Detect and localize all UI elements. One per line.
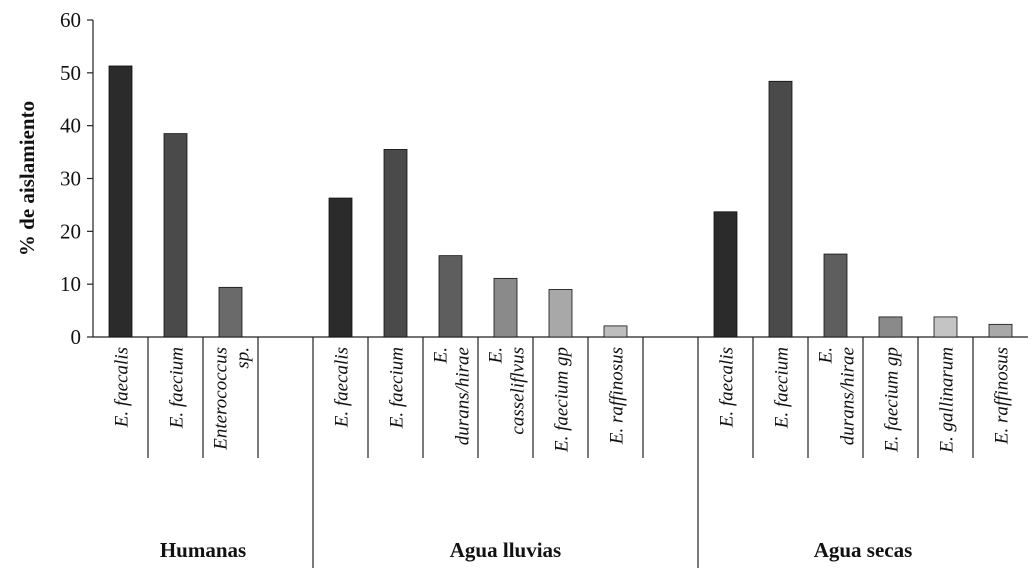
category-label: Enterococcussp. [211, 347, 254, 451]
category-label-line: E. faecium [167, 347, 188, 429]
category-label-line: E. [816, 347, 837, 364]
y-tick-label: 20 [60, 219, 81, 243]
category-label-line: durans/hirae [838, 347, 859, 445]
bar [768, 80, 793, 338]
bar [548, 289, 573, 338]
category-label: E. faecium gp [882, 347, 903, 453]
y-tick-label: 10 [60, 272, 81, 296]
bar [108, 65, 133, 338]
category-label: E.durans/hirae [816, 347, 859, 445]
category-label: E. faecium [387, 347, 408, 429]
category-label-line: casseliflvus [508, 347, 529, 435]
category-label-line: E. raffinosus [607, 347, 628, 445]
category-label-line: E. faecium [772, 347, 793, 429]
category-label: E. faecalis [332, 347, 353, 428]
y-tick-label: 40 [60, 114, 81, 138]
category-label-line: sp. [233, 347, 254, 369]
category-label: E. faecalis [717, 347, 738, 428]
y-tick-label: 50 [60, 61, 81, 85]
bar [603, 325, 628, 338]
category-label: E. raffinosus [607, 347, 628, 445]
bar [438, 255, 463, 338]
bar [493, 277, 518, 338]
category-label: E. faecium [167, 347, 188, 429]
category-label-line: E. raffinosus [992, 347, 1013, 445]
bars [108, 65, 1013, 338]
category-label-line: E. gallinarum [937, 347, 958, 454]
y-tick-label: 0 [71, 325, 82, 349]
y-tick-label: 30 [60, 167, 81, 191]
category-label-line: E. faecium gp [882, 347, 903, 453]
bar [823, 253, 848, 338]
category-label-line: E. [431, 347, 452, 364]
bar [163, 133, 188, 338]
category-label-line: E. faecalis [112, 347, 133, 428]
category-label: E. gallinarum [937, 347, 958, 454]
bar [328, 197, 353, 338]
category-label: E. faecium gp [552, 347, 573, 453]
group-label: Agua secas [814, 538, 913, 562]
bar [383, 149, 408, 338]
y-tick-label: 60 [60, 8, 81, 32]
category-label: E. faecalis [112, 347, 133, 428]
category-label-line: Enterococcus [211, 347, 232, 451]
category-label: E.casseliflvus [486, 347, 529, 435]
category-label: E. raffinosus [992, 347, 1013, 445]
bar [713, 211, 738, 338]
category-label-line: E. faecalis [332, 347, 353, 428]
category-label-line: durans/hirae [453, 347, 474, 445]
category-label: E. faecium [772, 347, 793, 429]
category-label-line: E. faecium [387, 347, 408, 429]
category-labels: E. faecalis E. faecium Enterococcussp. Huma… [112, 347, 1013, 562]
y-axis-title: % de aislamiento [15, 101, 39, 256]
bar [988, 323, 1013, 338]
bar [878, 316, 903, 338]
category-label-line: E. faecium gp [552, 347, 573, 453]
category-label-line: E. faecalis [717, 347, 738, 428]
bar [933, 316, 958, 338]
group-label: Agua lluvias [450, 538, 561, 562]
category-label: E.durans/hirae [431, 347, 474, 445]
category-label-line: E. [486, 347, 507, 364]
axes: 0 10 20 30 40 50 60 [60, 8, 1028, 568]
group-label: Humanas [160, 538, 246, 562]
bar [218, 286, 243, 338]
